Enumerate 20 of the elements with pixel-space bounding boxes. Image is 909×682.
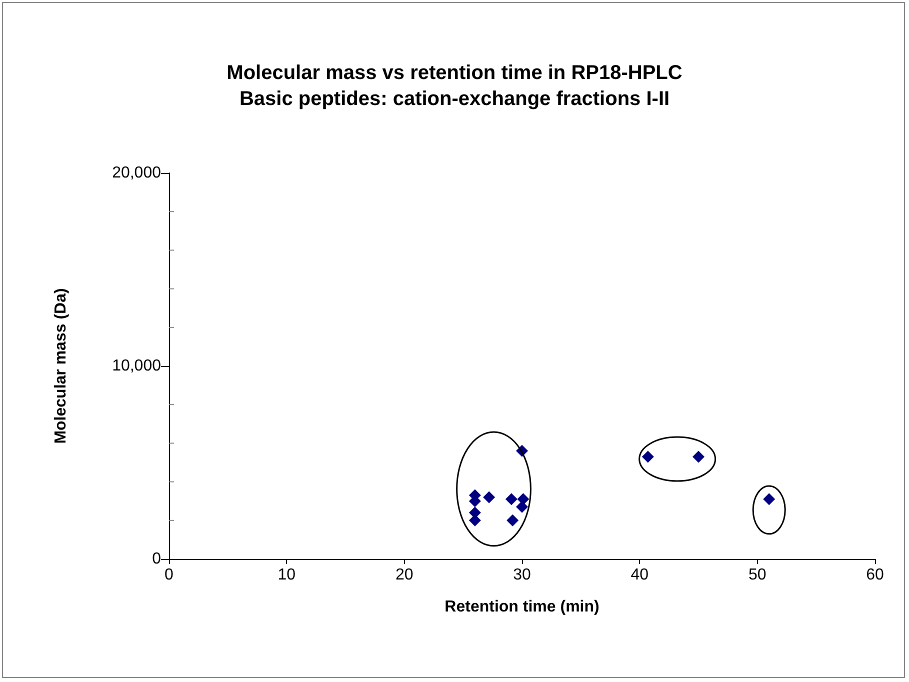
point (692, 450, 704, 463)
y-tick-label: 10,000 (112, 358, 162, 374)
x-tick-label: 40 (630, 566, 649, 584)
point (763, 493, 776, 506)
x-tick-label: 0 (164, 566, 174, 584)
point (642, 450, 654, 463)
point (505, 493, 518, 506)
y-tick-label: 20,000 (112, 164, 162, 182)
point (506, 514, 519, 526)
x-tick-label: 20 (395, 566, 414, 584)
y-tick-label: 0 (152, 550, 162, 568)
x-tick-label: 60 (866, 566, 884, 584)
x-axis-title: Retention time (min) (444, 598, 600, 616)
y-axis-title: Molecular mass (Da) (52, 288, 70, 444)
point (483, 491, 496, 504)
x-tick-label: 10 (278, 566, 296, 584)
chart-title: Molecular mass vs retention time in RP18-HPLC (226, 62, 682, 84)
x-tick-label: 50 (748, 566, 766, 584)
chart-subtitle: Basic peptides: cation-exchange fractions I-II (239, 88, 670, 110)
x-tick-label: 30 (513, 566, 531, 584)
